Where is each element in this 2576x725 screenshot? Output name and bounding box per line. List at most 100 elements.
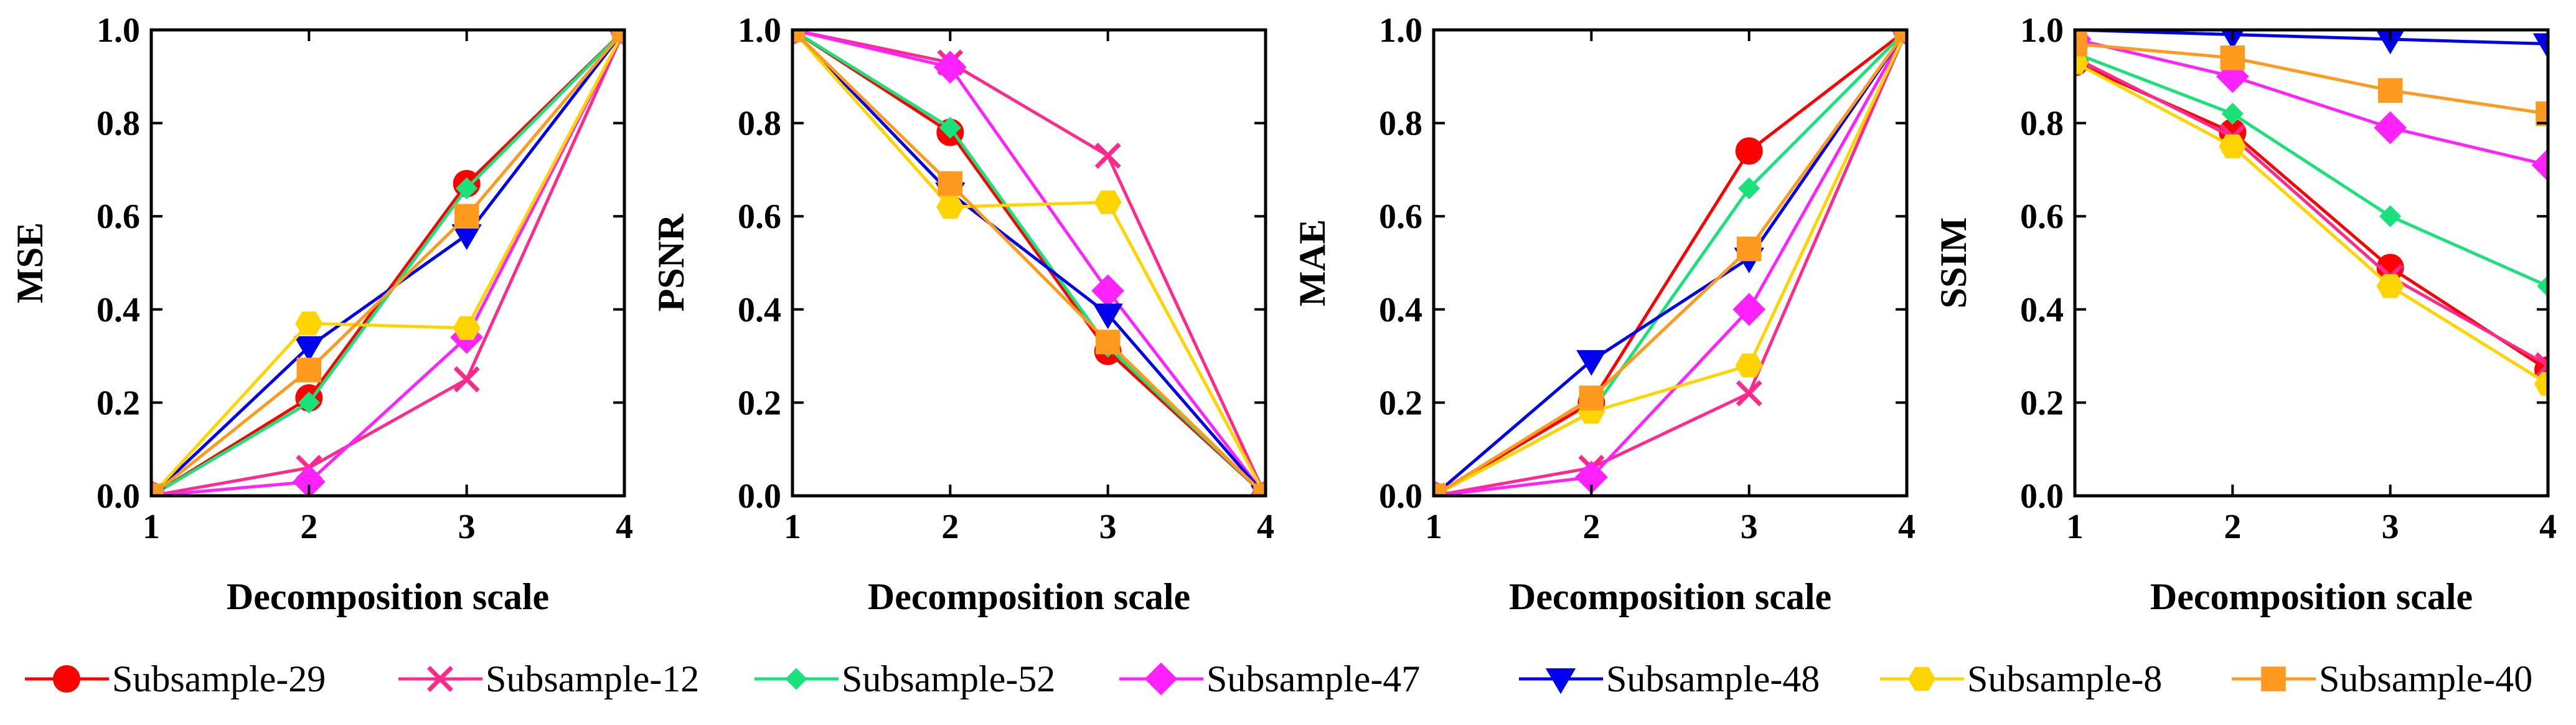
data-point-subsample-8-x2: [936, 195, 964, 219]
legend-marker: [785, 668, 807, 690]
data-point-subsample-47-x4: [2531, 148, 2548, 182]
series-line-subsample-12: [792, 30, 1266, 496]
data-point-subsample-48-x4: [2532, 33, 2548, 59]
y-tick-label: 0.6: [738, 197, 781, 236]
x-axis-title: Decomposition scale: [227, 576, 549, 617]
legend-label: Subsample-12: [486, 658, 699, 699]
chart-panel-mae: 1 2 3 4 0.0 0.2 0.4 0.6 0.8 1.0 Decomposition scal…: [1292, 11, 1916, 617]
plot-area: [2075, 30, 2548, 396]
series-line-subsample-12: [151, 30, 624, 496]
legend-label: Subsample-48: [1606, 658, 1820, 699]
data-point-subsample-40-x1: [151, 483, 164, 496]
series-line-subsample-12: [2075, 56, 2548, 367]
legend-item-subsample-48: Subsample-48: [1519, 658, 1820, 699]
series-line-subsample-52: [151, 30, 624, 496]
data-point-subsample-48-x3: [1093, 303, 1123, 329]
x-tick-label: 1: [1425, 508, 1442, 546]
x-axis-title: Decomposition scale: [2150, 576, 2473, 617]
data-point-subsample-8-x1: [2075, 50, 2089, 75]
legend-item-subsample-12: Subsample-12: [398, 658, 699, 699]
y-tick-label: 0.0: [2020, 477, 2064, 516]
data-point-subsample-40-x4: [1894, 30, 1907, 42]
data-point-subsample-8-x3: [2376, 274, 2404, 298]
data-point-subsample-40-x1: [1434, 483, 1446, 496]
data-point-subsample-40-x2: [1579, 386, 1604, 410]
series-line-subsample-12: [1434, 30, 1907, 496]
data-point-subsample-40-x4: [612, 30, 624, 42]
chart-panel-ssim: 1 2 3 4 0.0 0.2 0.4 0.6 0.8 1.0 Decomposition scal…: [1933, 11, 2557, 617]
x-tick-label: 4: [1257, 508, 1274, 546]
data-point-subsample-48-x3: [451, 224, 482, 250]
data-point-subsample-47-x3: [2374, 111, 2407, 145]
legend-marker: [1908, 666, 1935, 691]
legend-marker: [2261, 666, 2286, 691]
y-tick-label: 0.8: [1379, 105, 1422, 143]
data-point-subsample-40-x1: [2075, 31, 2087, 57]
y-tick-label: 1.0: [1379, 11, 1422, 50]
x-tick-label: 1: [143, 508, 160, 546]
y-tick-label: 1.0: [738, 11, 781, 50]
x-tick-label: 3: [2382, 508, 2399, 546]
data-point-subsample-8-x3: [1094, 190, 1122, 214]
axis-frame: [149, 28, 626, 498]
y-axis-title: MSE: [9, 222, 50, 303]
axis-frame: [1432, 28, 1909, 498]
data-point-subsample-47-x3: [1732, 293, 1766, 326]
legend-marker: [1144, 662, 1178, 696]
data-point-subsample-12-x4: [2535, 352, 2548, 379]
data-point-subsample-40-x2: [296, 358, 322, 382]
data-point-subsample-47-x2: [292, 465, 326, 496]
y-tick-label: 0.6: [96, 197, 140, 236]
x-tick-label: 3: [1741, 508, 1758, 546]
y-tick-label: 0.2: [96, 384, 140, 422]
y-tick-label: 0.0: [738, 477, 781, 516]
series-line-subsample-48: [151, 30, 624, 496]
y-tick-label: 0.2: [1379, 384, 1422, 422]
y-tick-label: 0.6: [2020, 197, 2064, 236]
data-point-subsample-29-x3: [1735, 137, 1763, 165]
y-tick-label: 0.8: [96, 105, 140, 143]
data-point-subsample-40-x3: [2377, 78, 2403, 103]
series-line-subsample-29: [1434, 30, 1907, 496]
x-tick-label: 3: [458, 508, 476, 546]
series-line-subsample-47: [2075, 37, 2548, 167]
series-line-subsample-52: [2075, 52, 2548, 288]
series-line-subsample-47: [151, 30, 624, 496]
data-point-subsample-48-x2: [1576, 350, 1607, 376]
y-tick-label: 1.0: [96, 11, 140, 50]
data-point-subsample-8-x3: [453, 316, 481, 340]
legend-item-subsample-29: Subsample-29: [25, 658, 326, 699]
y-axis-title: MAE: [1292, 219, 1333, 306]
data-point-subsample-8-x2: [295, 311, 323, 336]
x-tick-label: 2: [941, 508, 959, 546]
data-point-subsample-40-x4: [2536, 101, 2548, 126]
y-tick-label: 0.0: [96, 477, 140, 516]
legend-marker: [53, 665, 80, 693]
series-line-subsample-47: [1434, 30, 1907, 496]
x-tick-label: 4: [616, 508, 633, 546]
data-point-subsample-40-x3: [1095, 329, 1121, 354]
series-line-subsample-8: [1434, 30, 1907, 496]
series-line-subsample-40: [151, 30, 624, 496]
chart-panels: 1 2 3 4 0.0 0.2 0.4 0.6 0.8 1.0 Decomposition scal…: [9, 11, 2557, 617]
legend-item-subsample-40: Subsample-40: [2232, 658, 2532, 699]
series-line-subsample-52: [1434, 30, 1907, 496]
x-tick-label: 2: [2224, 508, 2241, 546]
data-point-subsample-47-x2: [2216, 60, 2249, 93]
legend-item-subsample-52: Subsample-52: [754, 658, 1055, 699]
axis-frame: [791, 28, 1267, 498]
legend-label: Subsample-29: [112, 658, 326, 699]
data-point-subsample-52-x3: [456, 177, 478, 199]
series-line-subsample-48: [792, 30, 1266, 496]
data-point-subsample-47-x2: [1574, 460, 1608, 494]
legend-item-subsample-8: Subsample-8: [1880, 658, 2162, 699]
y-tick-label: 0.4: [1379, 291, 1422, 329]
legend-label: Subsample-47: [1206, 658, 1420, 699]
y-tick-label: 0.2: [2020, 384, 2064, 422]
x-axis-title: Decomposition scale: [868, 576, 1190, 617]
y-tick-label: 0.8: [738, 105, 781, 143]
y-tick-label: 1.0: [2020, 11, 2064, 50]
y-tick-label: 0.2: [738, 384, 781, 422]
x-tick-label: 3: [1099, 508, 1117, 546]
